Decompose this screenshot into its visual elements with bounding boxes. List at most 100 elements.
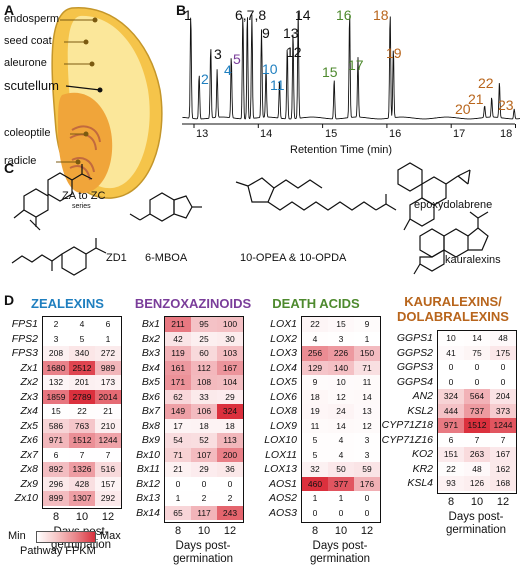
gene-label: FPS2 <box>11 332 38 345</box>
label-epoxydolabrene: epoxydolabrene <box>414 199 493 211</box>
label-aleurone: aleurone <box>4 57 47 69</box>
gene-label: Bx12 <box>136 477 160 490</box>
gene-label: Bx10 <box>136 448 160 461</box>
gene-label: CYP71Z18 <box>381 419 433 431</box>
gene-label: Bx2 <box>141 332 160 345</box>
heatmap-cell: 0 <box>354 491 380 506</box>
heatmap-cell: 971 <box>438 418 464 433</box>
heatmap-cell: 243 <box>217 505 243 520</box>
heatmap-cell: 19 <box>302 404 328 419</box>
label-za-zc-series: series <box>72 203 91 210</box>
gene-label: LOX11 <box>265 448 297 461</box>
heatmap-cell: 13 <box>354 404 380 419</box>
heatmap-cell: 7 <box>490 432 516 447</box>
heatmap-cell: 989 <box>95 360 121 375</box>
gene-label: Bx7 <box>141 405 160 417</box>
heatmap-cell: 22 <box>302 317 328 332</box>
heatmap-cell: 1244 <box>95 433 121 448</box>
gene-label: LOX8 <box>270 405 297 417</box>
heatmap-cell: 2 <box>191 491 217 506</box>
heatmap-cell: 201 <box>69 375 95 390</box>
heatmap-cell: 167 <box>490 447 516 462</box>
heatmap-cell: 173 <box>95 375 121 390</box>
heatmap-cell: 3 <box>354 433 380 448</box>
heatmap-cell: 1 <box>354 331 380 346</box>
heatmap-cell: 117 <box>191 505 217 520</box>
gene-label: Zx5 <box>20 419 38 432</box>
gene-label: KSL2 <box>407 404 433 417</box>
heatmap-title: BENZOXAZINOIDS <box>134 296 252 311</box>
gene-label: Bx11 <box>136 463 160 475</box>
gene-label: Bx13 <box>136 492 160 504</box>
heatmap-cell: 1 <box>95 331 121 346</box>
label-kauralexins: kauralexins <box>445 254 501 266</box>
label-seed-coat: seed coat <box>4 35 52 47</box>
heatmap-cell: 340 <box>69 346 95 361</box>
heatmap-cell: 65 <box>165 505 191 520</box>
peak-label: 18 <box>373 7 389 23</box>
heatmap-cell: 3 <box>328 331 354 346</box>
peak-label: 17 <box>348 57 364 73</box>
heatmap-cell: 150 <box>354 346 380 361</box>
heatmap-cell: 151 <box>438 447 464 462</box>
heatmap-cell: 226 <box>328 346 354 361</box>
heatmap-cell: 971 <box>43 433 69 448</box>
gene-label: Zx1 <box>20 361 38 374</box>
heatmap-cell: 52 <box>191 433 217 448</box>
heatmap-cell: 0 <box>438 374 464 389</box>
day-axis-label: 8 <box>311 525 319 537</box>
x-tick-label: 14 <box>260 128 273 140</box>
peak-label: 13 <box>283 25 299 41</box>
heatmap-cell: 208 <box>43 346 69 361</box>
heatmap-cell: 103 <box>217 346 243 361</box>
heatmap-cell: 95 <box>191 317 217 332</box>
heatmap-cell: 6 <box>95 317 121 332</box>
heatmap-cell: 54 <box>165 433 191 448</box>
heatmap-cell: 6 <box>438 432 464 447</box>
gene-label: AOS2 <box>268 492 297 504</box>
heatmap-cell: 157 <box>95 476 121 491</box>
gene-label: GGPS2 <box>396 346 433 359</box>
day-axis-label: 8 <box>447 495 455 508</box>
gene-label: Zx6 <box>20 434 38 446</box>
gene-label: FPS1 <box>11 318 38 330</box>
gene-label: Zx10 <box>14 492 38 504</box>
heatmap-title: DEATH ACIDS <box>272 296 360 311</box>
heatmap-cell: 763 <box>69 418 95 433</box>
heatmap-cell: 1512 <box>69 433 95 448</box>
gene-label: LOX9 <box>270 419 297 432</box>
peak-label: 19 <box>386 45 402 61</box>
heatmap-cell: 0 <box>490 374 516 389</box>
heatmap-cell: 4 <box>328 447 354 462</box>
heatmap-cell: 106 <box>191 404 217 419</box>
days-axis-title: Days post- germination <box>172 540 234 565</box>
heatmap-cell: 263 <box>464 447 490 462</box>
heatmap-cell: 256 <box>302 346 328 361</box>
heatmap-cell: 0 <box>464 374 490 389</box>
heatmap-cell: 324 <box>217 404 243 419</box>
gene-label: Bx5 <box>141 376 160 388</box>
gene-label: LOX10 <box>264 434 297 446</box>
heatmap-cell: 41 <box>438 345 464 360</box>
heatmap-cell: 107 <box>191 447 217 462</box>
heatmap-cell: 167 <box>217 360 243 375</box>
heatmap-cell: 18 <box>191 418 217 433</box>
heatmap-cell: 0 <box>165 476 191 491</box>
heatmap-cell: 21 <box>165 462 191 477</box>
heatmap-cell: 1 <box>328 491 354 506</box>
heatmap-cell: 18 <box>302 389 328 404</box>
gene-label: LOX5 <box>270 376 297 388</box>
heatmap-cell: 30 <box>217 331 243 346</box>
panel-label-d: D <box>4 292 15 308</box>
heatmap-cell: 22 <box>438 461 464 476</box>
x-tick-label: 16 <box>389 128 402 140</box>
x-axis-title: Retention Time (min) <box>290 144 393 156</box>
heatmap-cell: 4 <box>69 317 95 332</box>
heatmap-cell: 36 <box>217 462 243 477</box>
gene-label: Bx3 <box>141 347 160 359</box>
heatmap-cell: 11 <box>302 418 328 433</box>
gene-label: Bx8 <box>141 419 160 432</box>
legend-min-label: Min <box>8 530 26 542</box>
heatmap-cell: 899 <box>43 491 69 506</box>
gene-label: Zx3 <box>20 390 38 403</box>
